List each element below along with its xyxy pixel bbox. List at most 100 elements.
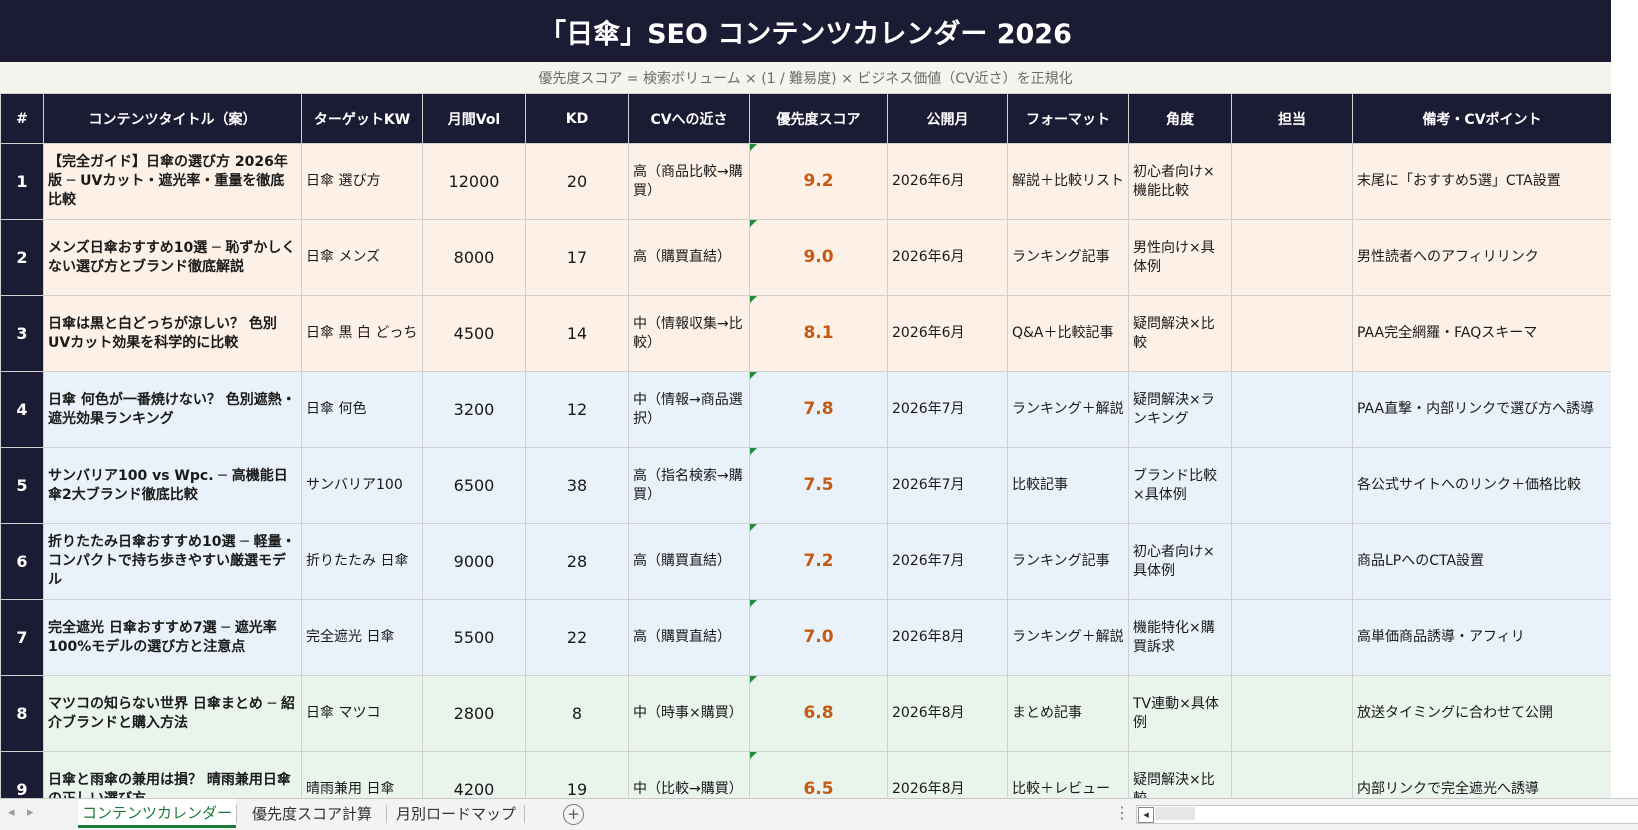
- cell-note[interactable]: PAA完全網羅・FAQスキーマ: [1352, 295, 1612, 372]
- cell-kd[interactable]: 12: [525, 371, 629, 448]
- col-header-note[interactable]: 備考・CVポイント: [1352, 93, 1612, 144]
- tab-priority-score[interactable]: 優先度スコア計算: [251, 804, 372, 823]
- cell-cv[interactable]: 高（購買直結）: [628, 219, 750, 296]
- cell-score[interactable]: 7.2: [749, 523, 888, 600]
- cell-title[interactable]: メンズ日傘おすすめ10選 ─ 恥ずかしくない選び方とブランド徹底解説: [43, 219, 302, 296]
- cell-month[interactable]: 2026年8月: [887, 599, 1008, 676]
- cell-note[interactable]: 末尾に「おすすめ5選」CTA設置: [1352, 143, 1612, 220]
- cell-angle[interactable]: 機能特化×購買訴求: [1128, 599, 1232, 676]
- cell-format[interactable]: ランキング＋解説: [1007, 599, 1129, 676]
- cell-note[interactable]: 高単価商品誘導・アフィリ: [1352, 599, 1612, 676]
- cell-month[interactable]: 2026年7月: [887, 523, 1008, 600]
- cell-keyword[interactable]: 日傘 メンズ: [301, 219, 423, 296]
- cell-cv[interactable]: 中（情報収集→比較）: [628, 295, 750, 372]
- cell-format[interactable]: Q&A＋比較記事: [1007, 295, 1129, 372]
- cell-format[interactable]: 解説＋比較リスト: [1007, 143, 1129, 220]
- col-header-volume[interactable]: 月間Vol: [422, 93, 526, 144]
- cell-volume[interactable]: 5500: [422, 599, 526, 676]
- cell-keyword[interactable]: 折りたたみ 日傘: [301, 523, 423, 600]
- cell-num[interactable]: 8: [0, 675, 44, 752]
- col-header-score[interactable]: 優先度スコア: [749, 93, 888, 144]
- cell-score[interactable]: 7.5: [749, 447, 888, 524]
- next-sheet-arrow-icon[interactable]: ▸: [27, 805, 34, 820]
- cell-angle[interactable]: 初心者向け×具体例: [1128, 523, 1232, 600]
- cell-note[interactable]: 男性読者へのアフィリリンク: [1352, 219, 1612, 296]
- cell-score[interactable]: 6.8: [749, 675, 888, 752]
- cell-kd[interactable]: 14: [525, 295, 629, 372]
- cell-kd[interactable]: 28: [525, 523, 629, 600]
- cell-angle[interactable]: 疑問解決×比較: [1128, 295, 1232, 372]
- cell-volume[interactable]: 6500: [422, 447, 526, 524]
- cell-angle[interactable]: 初心者向け×機能比較: [1128, 143, 1232, 220]
- scrollbar-thumb[interactable]: [1155, 807, 1195, 820]
- cell-kd[interactable]: 8: [525, 675, 629, 752]
- cell-score[interactable]: 7.0: [749, 599, 888, 676]
- cell-title[interactable]: マツコの知らない世界 日傘まとめ ─ 紹介ブランドと購入方法: [43, 675, 302, 752]
- cell-volume[interactable]: 12000: [422, 143, 526, 220]
- cell-owner[interactable]: [1231, 599, 1353, 676]
- horizontal-scrollbar[interactable]: [1136, 805, 1638, 824]
- cell-owner[interactable]: [1231, 143, 1353, 220]
- cell-keyword[interactable]: 日傘 選び方: [301, 143, 423, 220]
- cell-score[interactable]: 8.1: [749, 295, 888, 372]
- prev-sheet-arrow-icon[interactable]: ◂: [8, 805, 15, 820]
- cell-num[interactable]: 2: [0, 219, 44, 296]
- cell-title[interactable]: 完全遮光 日傘おすすめ7選 ─ 遮光率100%モデルの選び方と注意点: [43, 599, 302, 676]
- cell-month[interactable]: 2026年6月: [887, 219, 1008, 296]
- cell-owner[interactable]: [1231, 295, 1353, 372]
- cell-owner[interactable]: [1231, 523, 1353, 600]
- cell-title[interactable]: 日傘 何色が一番焼けない？ 色別遮熱・遮光効果ランキング: [43, 371, 302, 448]
- cell-volume[interactable]: 9000: [422, 523, 526, 600]
- cell-num[interactable]: 5: [0, 447, 44, 524]
- cell-note[interactable]: 商品LPへのCTA設置: [1352, 523, 1612, 600]
- add-sheet-icon[interactable]: +: [563, 804, 584, 825]
- cell-format[interactable]: ランキング記事: [1007, 523, 1129, 600]
- cell-angle[interactable]: ブランド比較×具体例: [1128, 447, 1232, 524]
- cell-note[interactable]: PAA直撃・内部リンクで選び方へ誘導: [1352, 371, 1612, 448]
- cell-month[interactable]: 2026年7月: [887, 447, 1008, 524]
- cell-keyword[interactable]: 完全遮光 日傘: [301, 599, 423, 676]
- cell-angle[interactable]: 男性向け×具体例: [1128, 219, 1232, 296]
- cell-title[interactable]: 折りたたみ日傘おすすめ10選 ─ 軽量・コンパクトで持ち歩きやすい厳選モデル: [43, 523, 302, 600]
- cell-volume[interactable]: 3200: [422, 371, 526, 448]
- col-header-keyword[interactable]: ターゲットKW: [301, 93, 423, 144]
- cell-volume[interactable]: 8000: [422, 219, 526, 296]
- cell-owner[interactable]: [1231, 219, 1353, 296]
- cell-num[interactable]: 4: [0, 371, 44, 448]
- cell-keyword[interactable]: サンバリア100: [301, 447, 423, 524]
- cell-cv[interactable]: 高（商品比較→購買）: [628, 143, 750, 220]
- cell-keyword[interactable]: 日傘 何色: [301, 371, 423, 448]
- col-header-num[interactable]: #: [0, 93, 44, 144]
- cell-note[interactable]: 各公式サイトへのリンク＋価格比較: [1352, 447, 1612, 524]
- cell-cv[interactable]: 高（購買直結）: [628, 599, 750, 676]
- cell-format[interactable]: 比較記事: [1007, 447, 1129, 524]
- cell-title[interactable]: サンバリア100 vs Wpc. ─ 高機能日傘2大ブランド徹底比較: [43, 447, 302, 524]
- col-header-angle[interactable]: 角度: [1128, 93, 1232, 144]
- cell-keyword[interactable]: 日傘 黒 白 どっち: [301, 295, 423, 372]
- cell-owner[interactable]: [1231, 447, 1353, 524]
- cell-owner[interactable]: [1231, 675, 1353, 752]
- col-header-title[interactable]: コンテンツタイトル（案）: [43, 93, 302, 144]
- tab-monthly-roadmap[interactable]: 月別ロードマップ: [395, 804, 516, 823]
- cell-month[interactable]: 2026年6月: [887, 295, 1008, 372]
- cell-format[interactable]: まとめ記事: [1007, 675, 1129, 752]
- cell-month[interactable]: 2026年6月: [887, 143, 1008, 220]
- cell-num[interactable]: 3: [0, 295, 44, 372]
- cell-num[interactable]: 6: [0, 523, 44, 600]
- cell-score[interactable]: 9.0: [749, 219, 888, 296]
- more-options-icon[interactable]: ⋮: [1114, 803, 1130, 822]
- cell-volume[interactable]: 4500: [422, 295, 526, 372]
- cell-volume[interactable]: 2800: [422, 675, 526, 752]
- cell-angle[interactable]: TV連動×具体例: [1128, 675, 1232, 752]
- cell-format[interactable]: ランキング＋解説: [1007, 371, 1129, 448]
- cell-score[interactable]: 9.2: [749, 143, 888, 220]
- col-header-kd[interactable]: KD: [525, 93, 629, 144]
- cell-num[interactable]: 1: [0, 143, 44, 220]
- scroll-left-arrow-icon[interactable]: ◂: [1138, 807, 1154, 823]
- cell-keyword[interactable]: 日傘 マツコ: [301, 675, 423, 752]
- col-header-cv[interactable]: CVへの近さ: [628, 93, 750, 144]
- cell-score[interactable]: 7.8: [749, 371, 888, 448]
- cell-kd[interactable]: 17: [525, 219, 629, 296]
- cell-month[interactable]: 2026年8月: [887, 675, 1008, 752]
- cell-cv[interactable]: 高（購買直結）: [628, 523, 750, 600]
